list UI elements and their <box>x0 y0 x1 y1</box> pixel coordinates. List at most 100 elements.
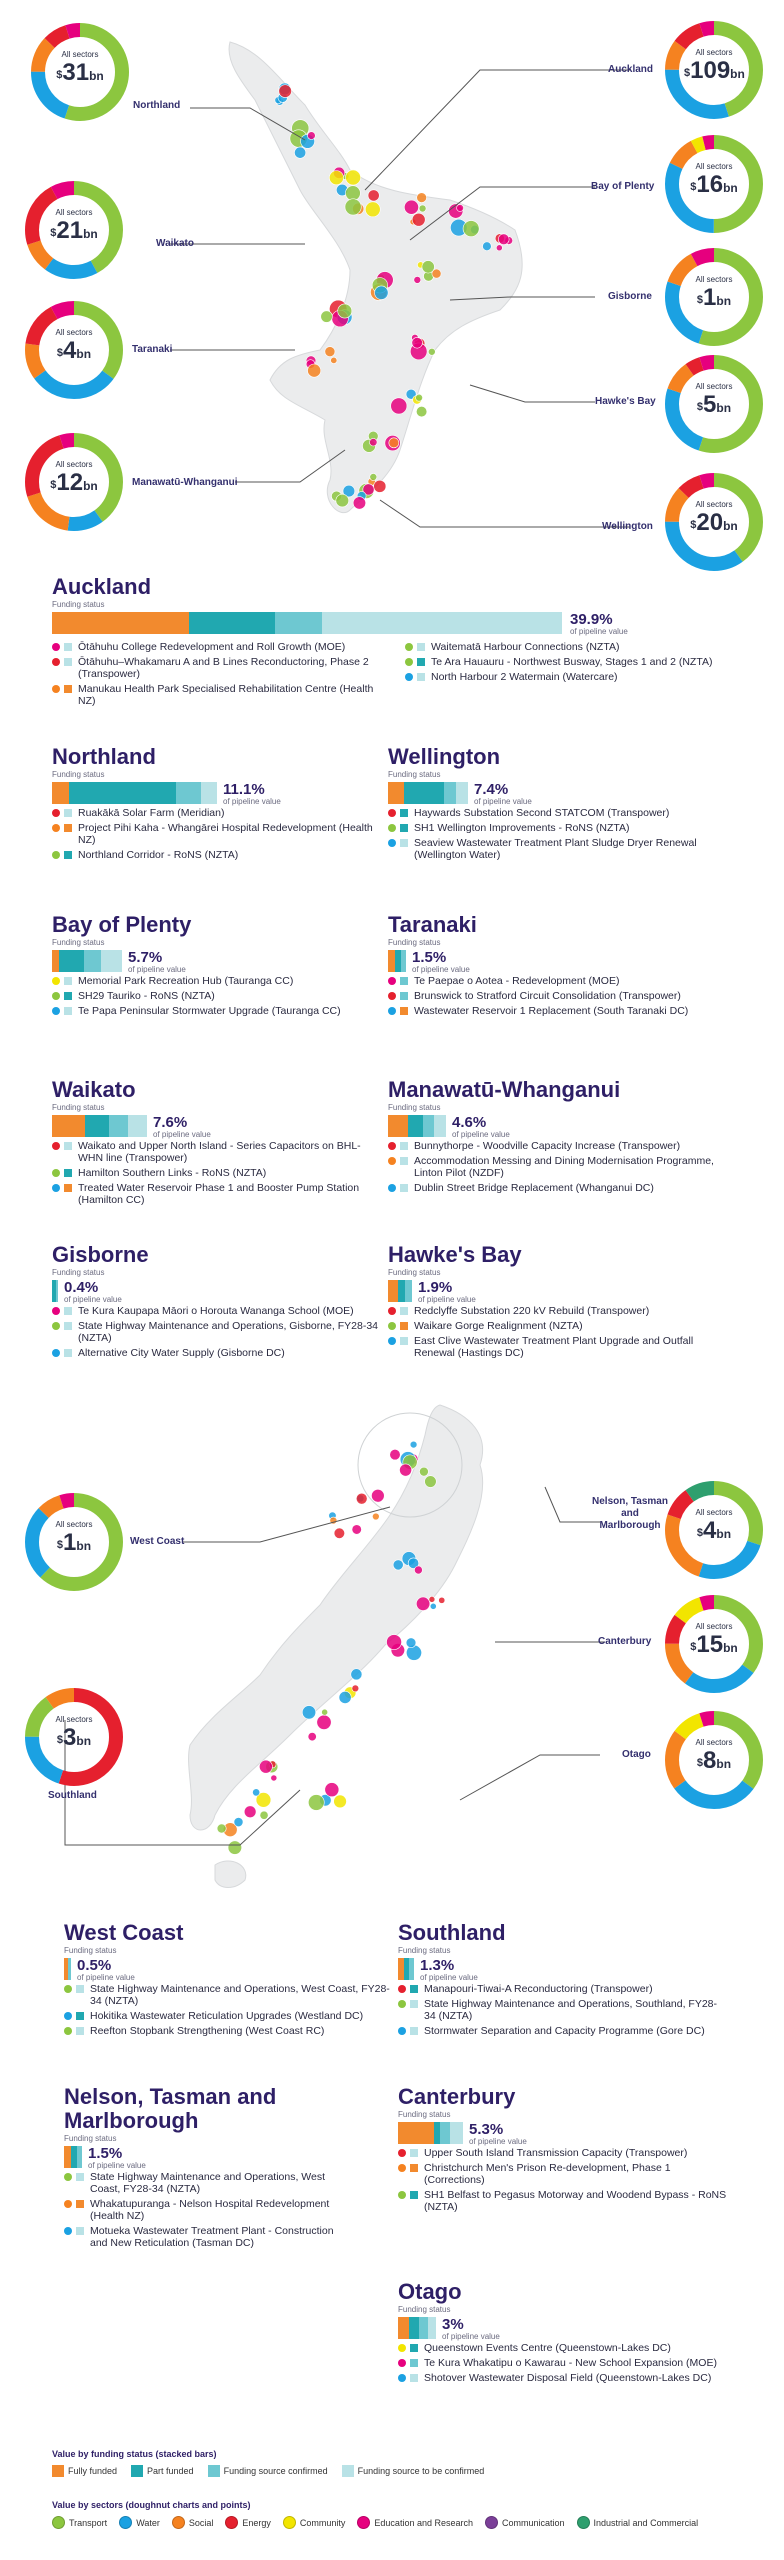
map-point-transport <box>320 310 333 323</box>
donut-caption: All sectors <box>61 50 99 59</box>
pipeline-pct: 7.6% <box>153 1114 188 1131</box>
funding-bar <box>398 2317 436 2339</box>
donut-segment-water <box>25 1493 123 1591</box>
bar-segment <box>404 1958 410 1980</box>
bar-segment <box>388 1280 398 1302</box>
legend-water: Water <box>136 2517 160 2528</box>
project-item: Hamilton Southern Links - RoNS (NZTA) <box>52 1167 382 1179</box>
map-point-transport <box>344 198 362 216</box>
section-title: Wellington <box>388 744 501 769</box>
project-item: Te Paepae o Aotea - Redevelopment (MOE) <box>388 975 718 987</box>
bar-segment <box>101 950 122 972</box>
legend-sectors: Value by sectors (doughnut charts and po… <box>52 2500 698 2529</box>
section-title: Bay of Plenty <box>52 912 192 937</box>
donut-value: $15bn <box>690 1631 738 1658</box>
map-point-community <box>333 1794 347 1809</box>
bar-segment <box>68 1958 71 1980</box>
section-taranaki: Taranaki Funding status 1.5% of pipeline va… <box>388 913 718 1017</box>
donut-segment-education <box>665 21 763 119</box>
section-title: Canterbury <box>398 2084 516 2109</box>
funding-bar <box>388 950 406 972</box>
region-donut: All sectors $21bn <box>22 178 126 282</box>
pipeline-pct: 1.5% <box>412 949 447 966</box>
bar-segment <box>52 1115 86 1137</box>
pipeline-pct: 7.4% <box>474 781 509 798</box>
bar-segment <box>200 782 217 804</box>
bar-segment <box>175 782 201 804</box>
donut-segment-energy <box>25 433 123 531</box>
bar-segment <box>444 782 456 804</box>
map-point-education <box>362 483 375 496</box>
legend-source-to-confirm: Funding source to be confirmed <box>357 2466 485 2476</box>
map-point-transport <box>216 1823 227 1834</box>
donut-segment-water <box>31 23 129 121</box>
project-item: North Harbour 2 Watermain (Watercare) <box>405 671 735 683</box>
funding-status-label: Funding status <box>52 1268 105 1277</box>
legend-communication: Communication <box>502 2517 565 2528</box>
map-point-education <box>352 496 366 510</box>
map-point-water <box>429 1602 437 1610</box>
region-donut: All sectors $15bn <box>662 1592 766 1696</box>
region-donut: All sectors $3bn <box>22 1685 126 1789</box>
donut-segment-water <box>25 181 123 279</box>
pipeline-pct: 11.1% <box>223 781 265 798</box>
map-point-community <box>345 169 361 186</box>
project-item: Te Kura Whakatipu o Kawarau - New School… <box>398 2357 728 2369</box>
pipeline-caption: of pipeline value <box>412 965 470 974</box>
funding-bar <box>388 782 468 804</box>
legend-funding-title: Value by funding status (stacked bars) <box>52 2449 217 2459</box>
pipeline-pct: 1.9% <box>418 1279 453 1296</box>
funding-status-label: Funding status <box>388 1268 441 1277</box>
map-point-transport <box>416 406 428 418</box>
funding-bar <box>52 950 122 972</box>
project-item: Te Papa Peninsular Stormwater Upgrade (T… <box>52 1005 382 1017</box>
project-item: Treated Water Reservoir Phase 1 and Boos… <box>52 1182 382 1206</box>
donut-caption: All sectors <box>695 382 733 391</box>
region-label-manawatu: Manawatū-Whanganui <box>132 477 238 488</box>
project-item: Reefton Stopbank Strengthening (West Coa… <box>64 2025 394 2037</box>
map-point-water <box>409 1440 418 1449</box>
funding-bar <box>398 1958 414 1980</box>
project-item: Christchurch Men's Prison Re-development… <box>398 2162 728 2186</box>
bar-segment <box>64 1958 69 1980</box>
donut-segment-water <box>665 473 763 571</box>
map-point-education <box>497 233 510 245</box>
project-item: Brunswick to Stratford Circuit Consolida… <box>388 990 718 1002</box>
map-point-water <box>294 146 307 159</box>
section-manawatu: Manawatū-Whanganui Funding status 4.6% of p… <box>388 1078 718 1194</box>
region-label-taranaki: Taranaki <box>132 344 173 355</box>
map-point-water <box>482 241 492 251</box>
legend-education: Education and Research <box>374 2517 473 2528</box>
funding-status-label: Funding status <box>388 1103 441 1112</box>
north-island-leader-lines <box>170 69 630 528</box>
north-island-project-points <box>274 82 514 510</box>
section-canterbury: Canterbury Funding status 5.3% of pipeline … <box>398 2085 728 2213</box>
bar-segment <box>68 782 176 804</box>
map-point-energy <box>373 479 387 493</box>
map-point-energy <box>367 189 380 202</box>
map-point-community <box>329 170 344 186</box>
pipeline-pct: 5.7% <box>128 949 163 966</box>
map-point-water <box>407 1557 420 1569</box>
project-item: Waitematā Harbour Connections (NZTA) <box>405 641 735 653</box>
bar-segment <box>388 950 396 972</box>
project-item: Ōtāhuhu College Redevelopment and Roll G… <box>52 641 387 653</box>
map-point-social <box>388 437 400 449</box>
region-label-hawkes-bay: Hawke's Bay <box>595 396 656 407</box>
project-item: Haywards Substation Second STATCOM (Tran… <box>388 807 718 819</box>
project-item: State Highway Maintenance and Operations… <box>64 1983 394 2007</box>
bar-segment <box>400 950 406 972</box>
funding-bar <box>398 2122 463 2144</box>
map-point-transport <box>335 493 349 508</box>
map-point-social <box>416 192 427 203</box>
section-waikato: Waikato Funding status 7.6% of pipeline val… <box>52 1078 382 1206</box>
region-donut: All sectors $16bn <box>662 132 766 236</box>
project-item: State Highway Maintenance and Operations… <box>64 2171 344 2195</box>
bar-segment <box>409 2317 419 2339</box>
map-point-transport <box>308 1794 325 1811</box>
map-point-education <box>414 1565 423 1575</box>
bar-segment <box>397 1280 405 1302</box>
funding-bar <box>64 2146 82 2168</box>
bar-segment <box>395 950 401 972</box>
donut-value: $31bn <box>56 59 104 86</box>
